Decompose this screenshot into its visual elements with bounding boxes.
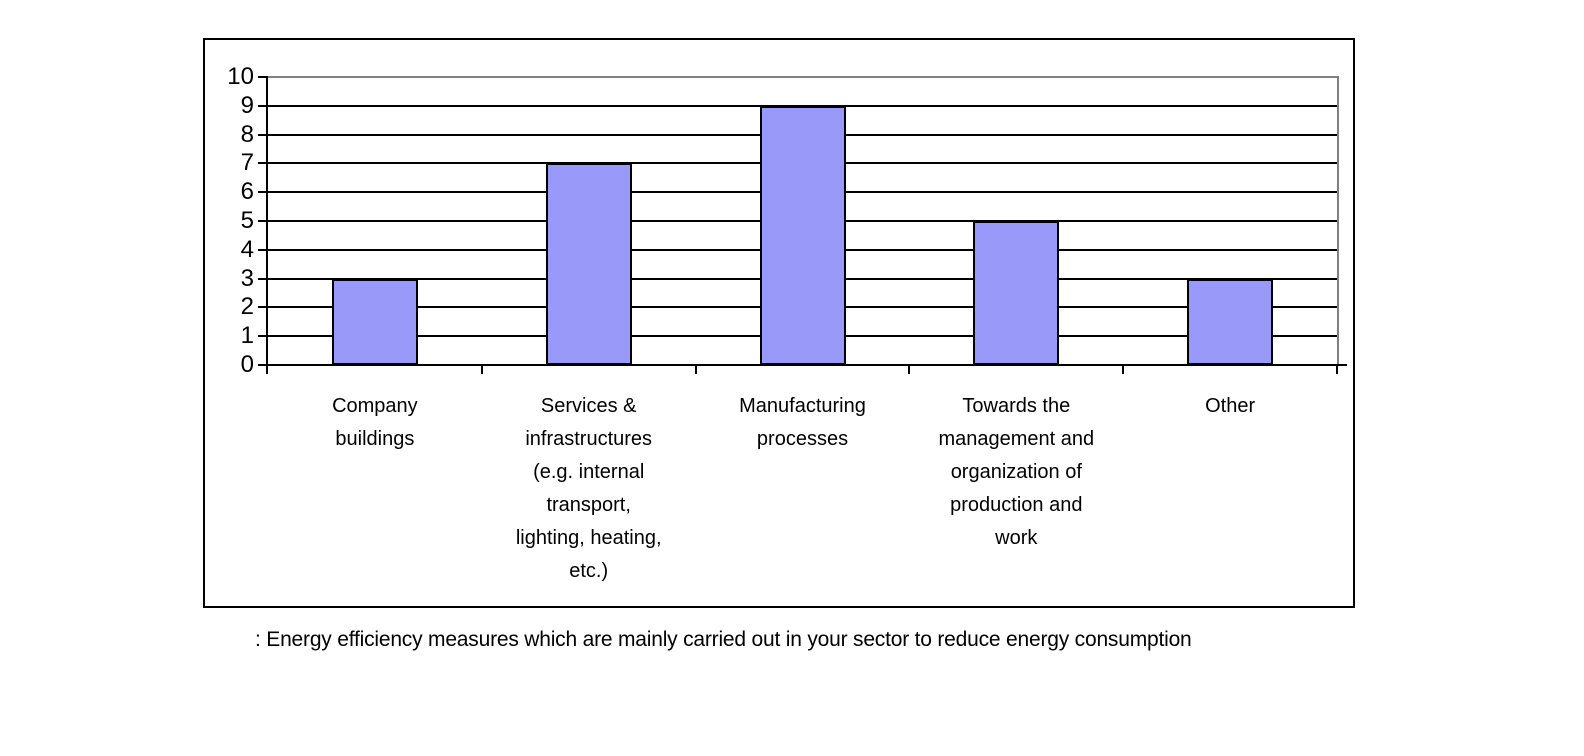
x-tick-label-line: (e.g. internal bbox=[477, 456, 701, 489]
bar-0 bbox=[332, 279, 418, 365]
y-tick-label: 0 bbox=[210, 350, 254, 380]
x-tick-label-line: Services & bbox=[477, 390, 701, 423]
y-tick-label: 7 bbox=[210, 148, 254, 178]
y-tick bbox=[258, 162, 266, 164]
chart-caption: : Energy efficiency measures which are m… bbox=[255, 628, 1192, 652]
y-tick-label: 6 bbox=[210, 177, 254, 207]
y-tick bbox=[258, 335, 266, 337]
y-tick-label: 9 bbox=[210, 91, 254, 121]
y-axis bbox=[266, 76, 268, 374]
x-tick-label-line: etc.) bbox=[477, 555, 701, 588]
x-tick-label-line: Company bbox=[263, 390, 487, 423]
x-tick-label-line: management and bbox=[904, 423, 1128, 456]
y-tick bbox=[258, 306, 266, 308]
x-tick bbox=[1122, 366, 1124, 374]
plot-border-right bbox=[1337, 76, 1339, 366]
x-tick-label-line: Towards the bbox=[904, 390, 1128, 423]
x-tick-label-2: Manufacturingprocesses bbox=[691, 390, 915, 456]
x-tick-label-line: lighting, heating, bbox=[477, 522, 701, 555]
y-tick bbox=[258, 220, 266, 222]
y-tick bbox=[258, 191, 266, 193]
x-tick-label-0: Companybuildings bbox=[263, 390, 487, 456]
y-tick bbox=[258, 364, 266, 366]
y-tick bbox=[258, 134, 266, 136]
x-tick-label-line: Manufacturing bbox=[691, 390, 915, 423]
x-tick-label-line: processes bbox=[691, 423, 915, 456]
y-tick bbox=[258, 76, 266, 78]
page: 012345678910 CompanybuildingsServices &in… bbox=[0, 0, 1584, 756]
x-tick-label-line: transport, bbox=[477, 489, 701, 522]
y-tick-label: 10 bbox=[210, 62, 254, 92]
plot-border-top bbox=[268, 76, 1339, 78]
x-tick-label-3: Towards themanagement andorganization of… bbox=[904, 390, 1128, 555]
y-tick-label: 4 bbox=[210, 235, 254, 265]
y-tick bbox=[258, 278, 266, 280]
y-tick-label: 3 bbox=[210, 264, 254, 294]
x-tick-label-4: Other bbox=[1118, 390, 1342, 423]
bar-2 bbox=[760, 106, 846, 365]
x-tick bbox=[695, 366, 697, 374]
y-tick bbox=[258, 249, 266, 251]
y-tick-label: 8 bbox=[210, 120, 254, 150]
x-tick-label-line: production and bbox=[904, 489, 1128, 522]
x-tick-label-line: organization of bbox=[904, 456, 1128, 489]
x-tick-label-line: Other bbox=[1118, 390, 1342, 423]
bar-3 bbox=[973, 221, 1059, 365]
x-tick-label-line: infrastructures bbox=[477, 423, 701, 456]
bar-1 bbox=[546, 163, 632, 365]
x-tick bbox=[1336, 366, 1338, 374]
x-tick bbox=[481, 366, 483, 374]
x-tick-label-line: work bbox=[904, 522, 1128, 555]
y-tick-label: 2 bbox=[210, 292, 254, 322]
y-tick-label: 1 bbox=[210, 321, 254, 351]
x-tick-label-line: buildings bbox=[263, 423, 487, 456]
y-tick-label: 5 bbox=[210, 206, 254, 236]
x-tick bbox=[908, 366, 910, 374]
y-tick bbox=[258, 105, 266, 107]
bar-4 bbox=[1187, 279, 1273, 365]
x-tick-label-1: Services &infrastructures(e.g. internalt… bbox=[477, 390, 701, 588]
